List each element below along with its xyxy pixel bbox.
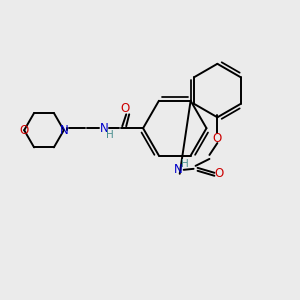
Text: N: N xyxy=(59,124,68,137)
Text: N: N xyxy=(174,163,183,176)
Text: H: H xyxy=(181,159,189,169)
Text: O: O xyxy=(213,132,222,145)
Text: O: O xyxy=(20,124,29,137)
Text: O: O xyxy=(215,167,224,180)
Text: O: O xyxy=(121,102,130,115)
Text: N: N xyxy=(100,122,109,135)
Text: H: H xyxy=(106,130,113,140)
